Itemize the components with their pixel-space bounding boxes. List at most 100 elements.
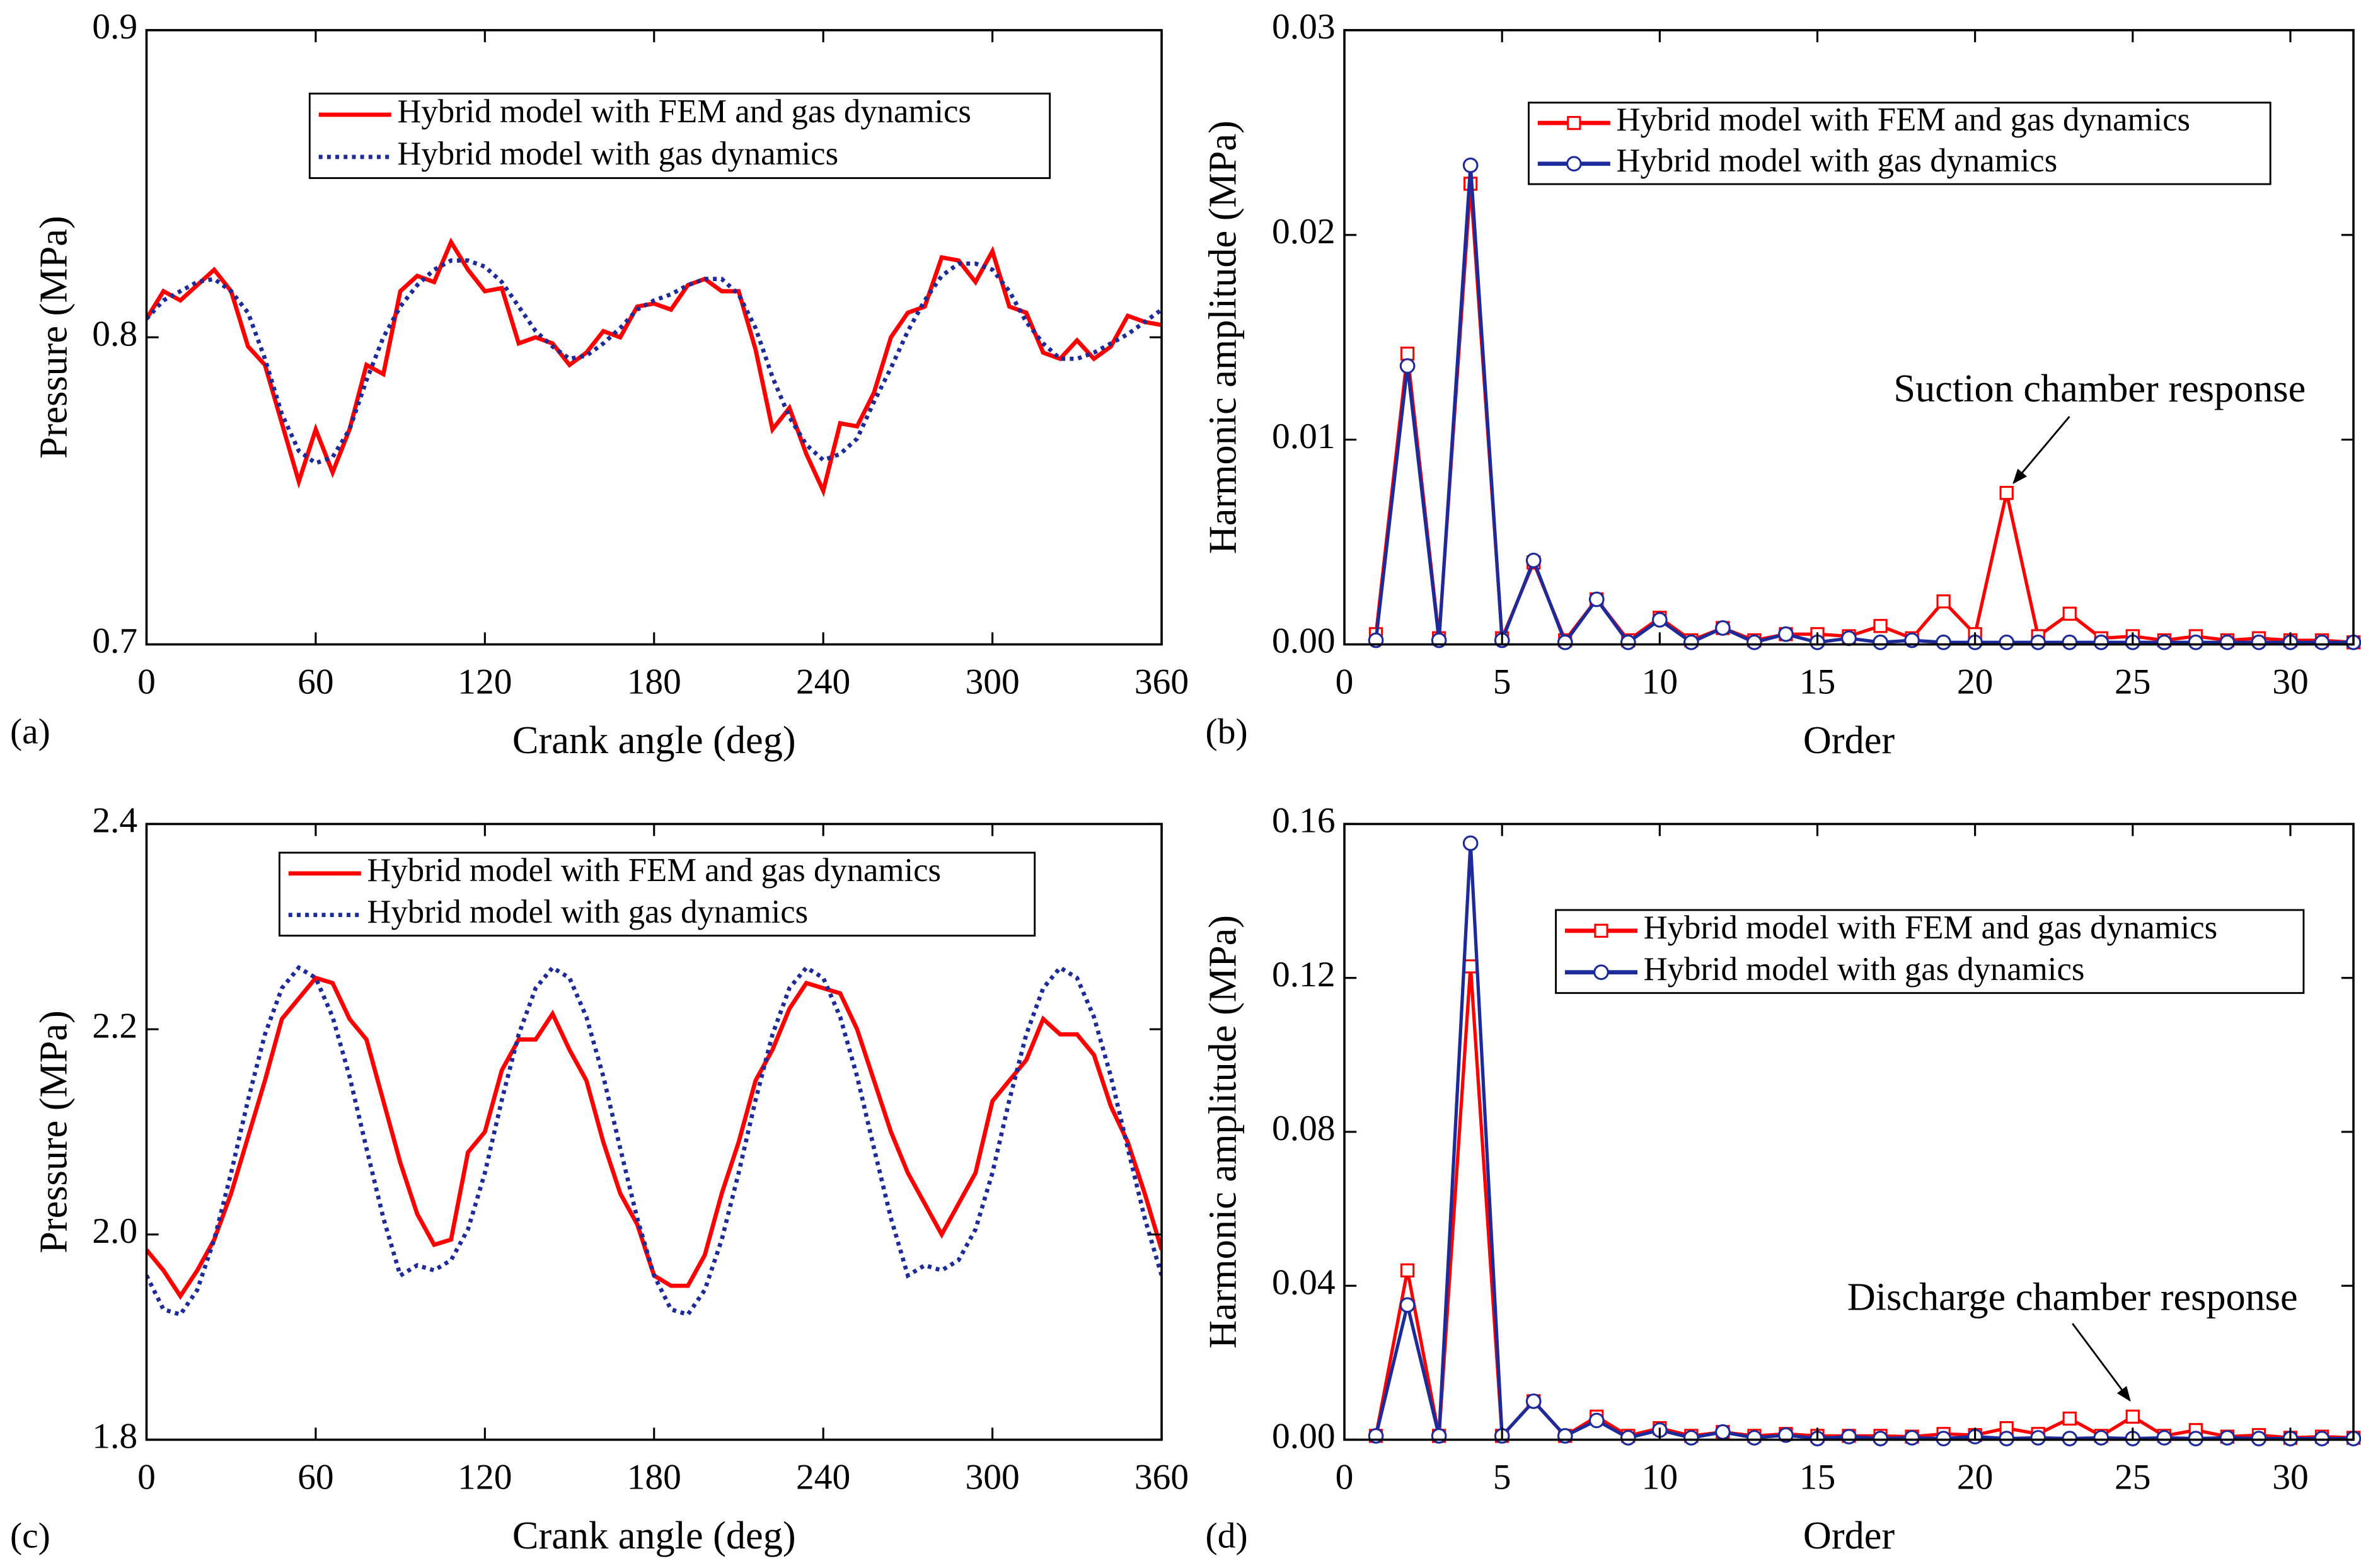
marker [1904,1430,1920,1446]
marker [1778,626,1794,642]
series-line [146,258,1162,466]
x-tick-label: 180 [627,662,681,701]
marker [2219,1430,2236,1446]
x-tick-label: 25 [2115,1457,2151,1497]
marker [2062,1431,2078,1446]
x-tick-label: 0 [137,662,156,701]
marker [2219,634,2236,650]
x-tick-label: 15 [1799,1457,1836,1497]
y-axis-label: Pressure (MPa) [32,216,75,458]
marker [2156,1430,2173,1446]
marker [2030,634,2046,650]
y-tick-label: 0.7 [92,621,137,661]
series-line [146,237,1162,497]
y-tick-label: 0.03 [1272,7,1336,47]
y-tick-label: 2.4 [92,801,137,841]
marker [2314,634,2330,650]
y-tick-label: 1.8 [92,1417,137,1456]
annotation: Discharge chamber response [1847,1276,2298,1318]
x-tick-label: 30 [2272,662,2309,701]
marker [2188,1431,2204,1446]
panel-label: (d) [1206,1516,1248,1556]
annotation: Suction chamber response [1893,367,2306,410]
series-line [146,975,1162,1300]
marker [2062,606,2077,621]
marker [2314,1431,2330,1446]
marker [1873,1431,1888,1446]
x-tick-label: 0 [1336,1457,1354,1497]
marker [1715,620,1731,636]
legend-box [1555,909,2305,994]
marker [2125,1409,2140,1424]
y-tick-label: 0.8 [92,314,137,354]
legend-label: Hybrid model with gas dynamics [1616,142,2057,179]
y-tick-label: 0.02 [1272,212,1336,251]
marker [1620,634,1636,650]
panel-label: (c) [10,1516,50,1556]
series-line [1374,966,2354,1440]
marker [1683,634,1699,650]
x-tick-label: 360 [1134,1457,1189,1497]
legend-label: Hybrid model with gas dynamics [1644,951,2085,988]
marker [1746,634,1762,650]
x-tick-label: 20 [1957,1457,1994,1497]
y-tick-label: 0.08 [1272,1109,1336,1148]
marker [2093,1430,2110,1446]
marker [1936,634,1951,650]
marker [1999,1431,2015,1446]
y-axis-label: Harmonic amplitude (MPa) [1201,120,1244,554]
marker [1778,1427,1794,1443]
marker [1594,923,1608,938]
x-tick-label: 240 [796,1457,850,1497]
marker [1525,1393,1542,1409]
marker [1557,634,1573,650]
y-tick-label: 2.0 [92,1211,137,1251]
marker [1999,485,2014,500]
marker [1999,634,2015,650]
marker [1873,634,1888,650]
legend-label: Hybrid model with FEM and gas dynamics [1616,101,2190,138]
y-tick-label: 0.00 [1272,621,1336,661]
y-tick-label: 0.00 [1272,1417,1336,1456]
legend-label: Hybrid model with gas dynamics [367,894,808,930]
panel: 0 5 10 15 20 25 30 0.00 0.04 0.08 0.12 0.16 Order Har… [1201,801,2361,1557]
x-axis-label: Order [1803,1514,1895,1557]
legend-label: Hybrid model with FEM and gas dynamics [367,852,941,889]
y-tick-label: 0.16 [1272,801,1336,841]
marker [1936,594,1951,609]
legend-label: Hybrid model with FEM and gas dynamics [1644,909,2218,946]
marker [1399,1297,1416,1313]
annotation-arrow [2012,415,2070,485]
marker [1400,1263,1415,1277]
marker [2062,1411,2077,1426]
marker [1746,1430,1762,1446]
marker [1593,964,1609,981]
x-tick-label: 240 [796,662,850,701]
legend-box [1527,101,2272,185]
marker [1683,1430,1699,1446]
marker [1588,591,1605,608]
x-axis-label: Crank angle (deg) [512,719,796,762]
x-tick-label: 5 [1493,662,1511,701]
marker [2156,634,2173,650]
marker [1652,612,1668,628]
x-tick-label: 30 [2272,1457,2309,1497]
marker [2062,634,2078,650]
x-tick-label: 60 [297,662,334,701]
marker [1841,630,1857,647]
x-tick-label: 10 [1642,1457,1678,1497]
x-tick-label: 0 [137,1457,156,1497]
series-line [146,965,1162,1317]
annotation-arrow [2072,1323,2131,1402]
marker [1400,347,1415,361]
marker [1463,959,1478,974]
x-tick-label: 25 [2115,662,2151,701]
x-axis-label: Order [1803,719,1895,762]
marker [1588,1412,1605,1429]
x-tick-label: 15 [1799,662,1836,701]
x-tick-label: 300 [965,1457,1019,1497]
y-axis-label: Harmonic amplitude (MPa) [1201,915,1244,1349]
y-tick-label: 0.9 [92,7,137,47]
marker [1873,619,1888,633]
y-axis-label: Pressure (MPa) [32,1010,75,1253]
